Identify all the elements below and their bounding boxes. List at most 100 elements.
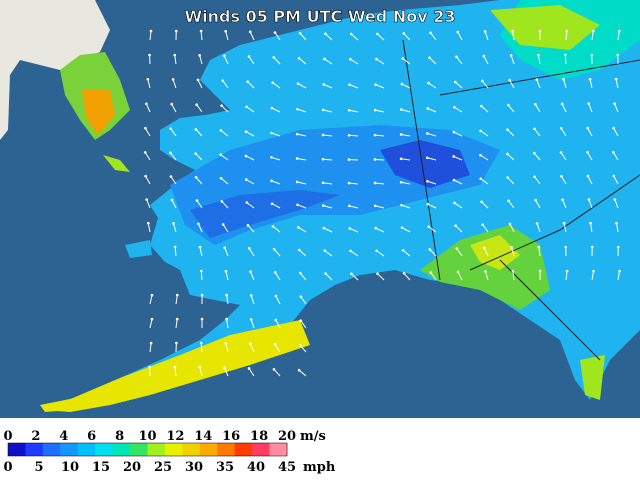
wind-arrow: [298, 369, 307, 377]
wind-arrow-head: [324, 272, 327, 275]
wind-arrow: [482, 224, 489, 233]
wind-arrow: [274, 32, 281, 41]
wind-arrow-head: [483, 30, 487, 33]
wind-arrow-head: [537, 245, 541, 249]
wind-arrow-head: [480, 200, 483, 204]
wind-arrow: [480, 105, 489, 113]
wind-arrow-head: [272, 247, 276, 251]
wind-arrow: [174, 55, 177, 65]
wind-arrow: [536, 223, 541, 233]
wind-arrow: [588, 103, 593, 113]
color-cell: [60, 443, 79, 456]
wind-arrow: [590, 223, 593, 233]
wind-arrow-head: [426, 202, 430, 206]
wind-arrow: [561, 103, 567, 113]
wind-arrow-head: [295, 180, 299, 184]
wind-arrow: [196, 104, 203, 113]
wind-arrow: [510, 55, 515, 65]
wind-arrow-head: [427, 225, 430, 229]
wind-arrow: [587, 175, 593, 185]
wind-zone-peninsula: [45, 320, 310, 412]
wind-arrow-head: [222, 54, 226, 58]
wind-arrow: [508, 200, 515, 209]
wind-arrow: [225, 31, 229, 41]
wind-arrow-head: [509, 54, 513, 57]
wind-arrow: [324, 250, 333, 257]
wind-zone-se: [420, 225, 550, 310]
wind-arrow-head: [194, 152, 197, 155]
wind-arrow: [220, 177, 229, 185]
ms-label: 14: [194, 429, 212, 444]
wind-arrow-head: [589, 221, 592, 225]
ms-label: 16: [222, 429, 240, 444]
ms-label: 10: [138, 429, 156, 444]
wind-arrow: [401, 158, 411, 161]
wind-arrow-head: [297, 57, 301, 60]
wind-arrow-head: [245, 201, 249, 204]
wind-arrow-head: [199, 341, 203, 345]
wind-arrow-head: [586, 126, 589, 130]
color-cell: [164, 443, 183, 456]
wind-arrow-head: [455, 247, 459, 250]
wind-arrow: [454, 106, 463, 113]
wind-arrow-head: [616, 245, 620, 249]
wind-arrow: [565, 271, 568, 281]
wind-arrow: [170, 176, 177, 185]
wind-arrow: [560, 175, 567, 185]
wind-arrow: [272, 225, 281, 233]
wind-arrow-head: [590, 53, 594, 57]
wind-arrow-head: [429, 271, 433, 274]
wind-arrow: [454, 81, 463, 89]
map-title: Winds 05 PM UTC Wed Nov 23: [185, 7, 456, 26]
wind-arrow-head: [479, 129, 482, 133]
wind-arrow: [174, 246, 177, 257]
wind-arrow-head: [224, 30, 227, 33]
wind-arrow: [613, 175, 619, 185]
wind-arrow-head: [174, 29, 178, 33]
color-cell: [25, 443, 44, 456]
wind-arrow: [299, 32, 307, 41]
wind-arrow-head: [246, 224, 250, 227]
wind-arrow-head: [221, 223, 225, 226]
wind-arrow: [536, 79, 541, 89]
wind-arrow-head: [347, 108, 351, 112]
wind-arrow: [512, 271, 515, 281]
wind-arrow-head: [221, 79, 225, 82]
wind-arrow: [430, 272, 437, 281]
wind-arrow-head: [535, 78, 539, 81]
wind-arrow: [171, 103, 177, 113]
wind-arrow-head: [249, 270, 252, 274]
wind-arrow-head: [321, 181, 325, 185]
wind-arrow-head: [613, 198, 617, 201]
wind-arrow-head: [198, 54, 201, 57]
wind-arrow: [375, 84, 385, 89]
land-russia-wind-strong: [82, 90, 115, 135]
wind-arrow-head: [273, 343, 277, 346]
wind-arrow-head: [425, 156, 429, 160]
wind-arrow: [483, 247, 489, 257]
wind-arrow: [350, 33, 359, 41]
mph-label: 15: [92, 460, 110, 475]
wind-arrow-head: [376, 32, 379, 36]
wind-arrow-head: [348, 83, 351, 87]
wind-arrow: [273, 57, 281, 65]
wind-arrow: [374, 158, 385, 161]
ms-label: 8: [115, 429, 124, 444]
wind-arrow-head: [373, 108, 377, 112]
wind-arrow: [349, 109, 359, 113]
wind-arrow-head: [481, 79, 484, 83]
color-cell: [130, 443, 148, 456]
wind-arrow-head: [590, 245, 594, 249]
wind-arrow-head: [617, 29, 621, 33]
wind-arrow-head: [198, 245, 202, 249]
border: [439, 59, 640, 96]
wind-arrow-head: [538, 269, 542, 273]
wind-arrow-head: [197, 222, 200, 226]
wind-arrow: [401, 181, 411, 185]
wind-arrow-head: [564, 53, 567, 57]
wind-arrow: [271, 132, 281, 137]
color-cell: [217, 443, 236, 456]
wind-arrow-head: [249, 342, 252, 346]
wind-arrow-head: [453, 201, 456, 205]
mph-label: 25: [154, 460, 172, 475]
